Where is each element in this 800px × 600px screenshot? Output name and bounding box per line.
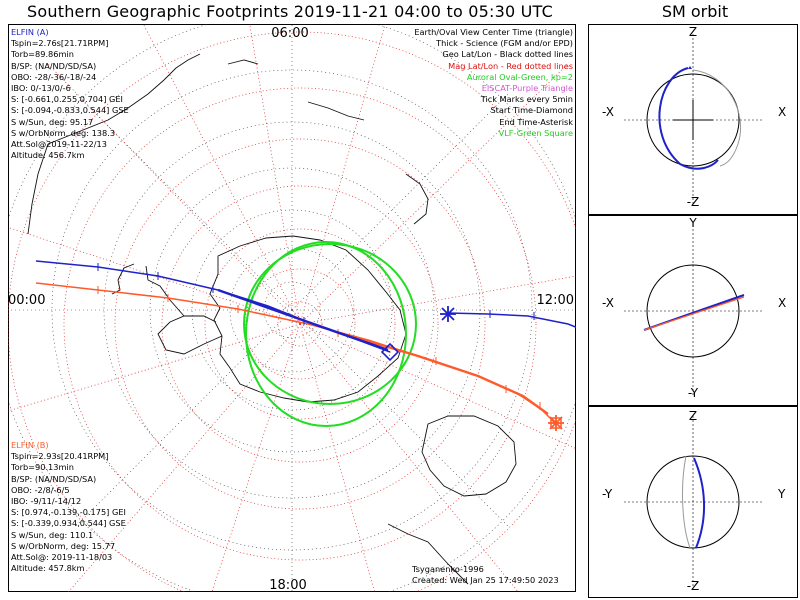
probe-b-name: ELFIN (B) bbox=[11, 440, 49, 450]
probe-a-line: S: [-0.094,-0.833,0.544] GSE bbox=[11, 105, 129, 116]
orbit-title: SM orbit bbox=[661, 2, 729, 21]
auroral-oval bbox=[243, 241, 417, 427]
coastlines bbox=[27, 53, 517, 585]
probe-a-line: S: [-0.661,0.255,0.704] GEI bbox=[11, 94, 123, 105]
probe-b-line: S w/OrbNorm, deg: 15.77 bbox=[11, 540, 116, 551]
probe-b-line: B/SP: (NA/ND/SD/SA) bbox=[11, 473, 97, 484]
orbit-yz-bottom: -Z bbox=[687, 579, 700, 593]
probe-b-line: S: [0.974,-0.139,-0.175] GEI bbox=[11, 507, 126, 518]
probe-a-info: ELFIN (A) Tspin=2.76s[21.71RPM] Torb=89.… bbox=[11, 27, 129, 161]
lt-label-left: 00:00 bbox=[8, 293, 45, 308]
orbit-xz-bottom: -Z bbox=[687, 195, 700, 209]
legend-item: Tick Marks every 5min bbox=[480, 94, 573, 105]
legend: Earth/Oval View Center Time (triangle) T… bbox=[414, 27, 573, 139]
probe-b-line: OBO: -2/8/-6/5 bbox=[11, 484, 70, 495]
model-label: Tsyganenko-1996 bbox=[412, 564, 484, 574]
orbit-xz-right: X bbox=[778, 105, 786, 119]
probe-a-line: Tspin=2.76s[21.71RPM] bbox=[11, 38, 109, 49]
legend-item: End Time-Asterisk bbox=[499, 116, 573, 127]
orbit-panel-xz bbox=[588, 24, 798, 215]
probe-a-line: Torb=89.86min bbox=[11, 49, 74, 60]
probe-b-line: IBO: -9/11/-14/12 bbox=[11, 496, 82, 507]
legend-item: Mag Lat/Lon - Red dotted lines bbox=[448, 60, 573, 71]
orbit-xy-right: X bbox=[778, 296, 786, 310]
orbit-xy-bottom: -Y bbox=[688, 386, 699, 400]
legend-item: Start Time-Diamond bbox=[490, 105, 573, 116]
probe-b-line: Torb=90.13min bbox=[11, 462, 74, 473]
created-label: Created: Wed Jan 25 17:49:50 2023 bbox=[412, 575, 559, 586]
legend-item: VLF-Green Square bbox=[498, 127, 573, 138]
probe-a-start-diamond bbox=[380, 342, 400, 362]
orbit-yz-right: Y bbox=[777, 487, 786, 501]
orbit-yz: Z -Y Y -Z bbox=[602, 409, 786, 593]
probe-b-line: Att.Sol@: 2019-11-18/03 bbox=[11, 552, 113, 563]
mag-grid bbox=[8, 24, 576, 592]
legend-item: Thick - Science (FGM and/or EPD) bbox=[436, 38, 573, 49]
footprint-map-frame bbox=[8, 24, 576, 592]
probe-a-line: B/SP: (NA/ND/SD/SA) bbox=[11, 60, 97, 71]
orbit-yz-top: Z bbox=[689, 409, 697, 423]
probe-a-end-asterisk bbox=[440, 306, 456, 322]
orbit-xz: Z -X X -Z bbox=[602, 25, 786, 209]
probe-b-vlf-square bbox=[550, 417, 562, 429]
probe-a-line: Altitude: 456.7km bbox=[11, 150, 85, 161]
probe-a-line: S w/OrbNorm, deg: 138.3 bbox=[11, 127, 116, 138]
probe-a-track bbox=[35, 260, 576, 353]
probe-a-line: OBO: -28/-36/-18/-24 bbox=[11, 71, 97, 82]
orbit-panels: Z -X X -Z Y -X X -Y Z -Y Y -Z bbox=[602, 25, 786, 593]
orbit-xy: Y -X X -Y bbox=[602, 216, 786, 400]
probe-b-ticks bbox=[97, 286, 541, 410]
lt-label-right: 12:00 bbox=[537, 293, 574, 308]
footprint-map: 06:00 00:00 12:00 18:00 bbox=[8, 24, 576, 592]
probe-b-info: ELFIN (B) Tspin=2.93s[20.41RPM] Torb=90.… bbox=[11, 440, 126, 574]
legend-item: Auroral Oval-Green, kp=2 bbox=[466, 71, 573, 82]
lt-label-top: 06:00 bbox=[271, 26, 308, 41]
orbit-panel-yz bbox=[588, 406, 798, 598]
probe-b-line: Altitude: 457.8km bbox=[11, 563, 85, 574]
probe-a-ticks bbox=[97, 263, 535, 325]
orbit-yz-left: -Y bbox=[602, 487, 613, 501]
probe-a-name: ELFIN (A) bbox=[11, 27, 49, 37]
legend-item: EISCAT-Purple Triangle bbox=[481, 83, 573, 94]
probe-a-line: S w/Sun, deg: 95.17 bbox=[11, 116, 94, 127]
probe-b-line: Tspin=2.93s[20.41RPM] bbox=[11, 451, 109, 462]
orbit-xy-left: -X bbox=[602, 296, 614, 310]
orbit-panel-xy bbox=[588, 215, 798, 406]
probe-b-line: S w/Sun, deg: 110.1 bbox=[11, 529, 94, 540]
probe-a-line: IBO: 0/-13/0/-6 bbox=[11, 83, 71, 94]
probe-a-line: Att.Sol@2019-11-22/13 bbox=[11, 139, 107, 150]
probe-b-line: S: [-0.339,0.934,0.544] GSE bbox=[11, 518, 126, 529]
orbit-xz-left: -X bbox=[602, 105, 614, 119]
lt-label-bottom: 18:00 bbox=[269, 578, 306, 592]
orbit-xz-top: Z bbox=[689, 25, 697, 39]
legend-item: Geo Lat/Lon - Black dotted lines bbox=[442, 49, 573, 60]
credit-block: Tsyganenko-1996 Created: Wed Jan 25 17:4… bbox=[412, 564, 559, 586]
legend-item: Earth/Oval View Center Time (triangle) bbox=[414, 27, 573, 37]
probe-b-track bbox=[35, 282, 557, 425]
page-title: Southern Geographic Footprints 2019-11-2… bbox=[27, 2, 553, 21]
orbit-xy-top: Y bbox=[688, 216, 697, 230]
